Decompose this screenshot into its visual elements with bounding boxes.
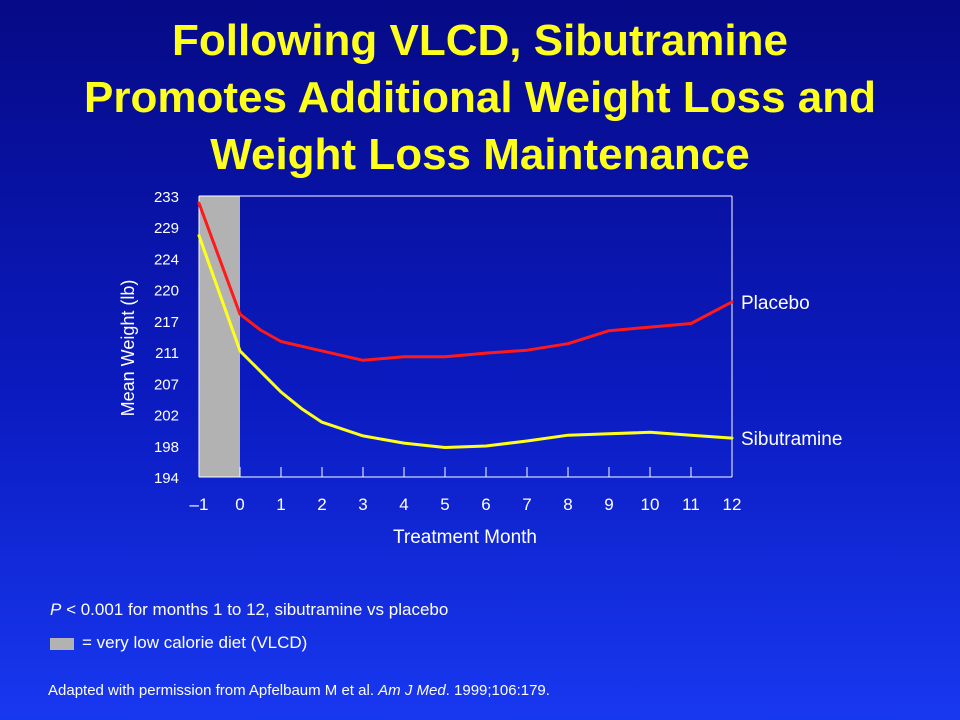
series-layer	[197, 201, 734, 449]
x-tick-label: 0	[235, 495, 244, 514]
x-tick-label: 9	[604, 495, 613, 514]
citation-journal: Am J Med	[378, 682, 446, 699]
vlcd-legend-text: = very low calorie diet (VLCD)	[82, 633, 308, 652]
title-line-2: Promotes Additional Weight Loss and	[83, 73, 877, 122]
p-value-note: P < 0.001 for months 1 to 12, sibutramin…	[50, 600, 448, 620]
title-line-1: Following VLCD, Sibutramine	[172, 16, 788, 65]
x-axis-title: Treatment Month	[393, 527, 537, 548]
x-tick-label: 7	[522, 495, 531, 514]
y-tick-label: 194	[154, 470, 179, 487]
y-tick-label: 220	[154, 283, 179, 300]
p-value-symbol: P	[50, 600, 62, 619]
series-label-sibutramine: Sibutramine	[741, 429, 842, 450]
series-label-placebo: Placebo	[741, 293, 810, 314]
y-tick-label: 233	[154, 189, 179, 206]
y-tick-label: 207	[154, 376, 179, 393]
vlcd-legend: = very low calorie diet (VLCD)	[50, 633, 307, 653]
labels-layer: –1 0 1 2 3 4 5 6 7 8 9 10 11 121941982022072112172202…	[118, 189, 842, 548]
p-value-text: < 0.001 for months 1 to 12, sibutramine …	[61, 600, 449, 619]
title-line-3: Weight Loss Maintenance	[210, 130, 750, 179]
citation: Adapted with permission from Apfelbaum M…	[48, 682, 550, 699]
slide-title: Following VLCD, Sibutramine Promotes Add…	[20, 12, 940, 183]
y-tick-label: 211	[155, 345, 179, 362]
x-tick-label: 5	[440, 495, 449, 514]
citation-text: Adapted with permission from Apfelbaum M…	[48, 682, 379, 699]
x-tick-label: 11	[682, 495, 700, 514]
plot-area	[199, 196, 240, 477]
citation-details: . 1999;106:179.	[445, 682, 550, 699]
vlcd-shaded-region	[199, 196, 240, 477]
x-tick-label: 2	[317, 495, 326, 514]
x-tick-label: 6	[481, 495, 490, 514]
y-tick-label: 217	[154, 314, 179, 331]
series-line-sibutramine	[197, 234, 734, 449]
y-tick-label: 198	[154, 439, 179, 456]
x-tick-label: 12	[723, 495, 742, 514]
y-axis-title: Mean Weight (lb)	[118, 280, 138, 417]
x-tick-label: 3	[358, 495, 367, 514]
x-tick-label: –1	[190, 495, 209, 514]
vlcd-swatch	[50, 637, 74, 650]
x-tick-label: 10	[641, 495, 660, 514]
y-tick-label: 229	[154, 220, 179, 237]
y-tick-label: 224	[154, 251, 179, 268]
axes	[198, 195, 733, 478]
y-tick-label: 202	[154, 408, 179, 425]
x-tick-label: 4	[399, 495, 408, 514]
x-tick-label: 1	[276, 495, 285, 514]
series-line-placebo	[197, 201, 734, 362]
x-tick-label: 8	[563, 495, 572, 514]
